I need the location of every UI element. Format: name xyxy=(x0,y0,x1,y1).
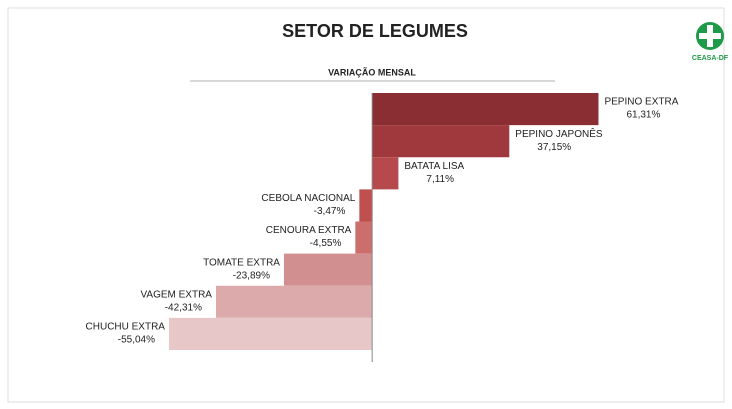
chart-title: SETOR DE LEGUMES xyxy=(282,21,468,41)
bar xyxy=(372,125,510,158)
logo-text: CEASA-DF xyxy=(692,55,729,62)
value-label: -4,55% xyxy=(310,238,342,249)
value-label: 61,31% xyxy=(626,110,660,121)
category-label: VAGEM EXTRA xyxy=(140,289,212,300)
value-label: 7,11% xyxy=(426,174,454,185)
category-label: CEBOLA NACIONAL xyxy=(261,193,355,204)
category-label: BATATA LISA xyxy=(404,161,464,172)
chart-subtitle: VARIAÇÃO MENSAL xyxy=(328,67,416,77)
category-label: CHUCHU EXTRA xyxy=(86,322,166,333)
category-label: PEPINO JAPONÊS xyxy=(515,127,603,140)
bar xyxy=(355,221,373,254)
value-label: -42,31% xyxy=(165,302,202,313)
bar xyxy=(215,285,373,318)
bar xyxy=(168,317,373,350)
bar xyxy=(372,93,599,126)
bar xyxy=(359,189,373,222)
logo: CEASA-DF xyxy=(692,22,729,62)
logo-cross xyxy=(699,33,721,39)
bar xyxy=(283,253,373,286)
frame xyxy=(7,7,725,403)
value-label: -23,89% xyxy=(233,270,270,281)
category-label: CENOURA EXTRA xyxy=(266,225,352,236)
category-label: TOMATE EXTRA xyxy=(203,257,280,268)
bar xyxy=(372,157,399,190)
category-label: PEPINO EXTRA xyxy=(604,97,678,108)
value-label: -55,04% xyxy=(118,335,155,346)
value-label: 37,15% xyxy=(537,142,571,153)
value-label: -3,47% xyxy=(314,206,346,217)
